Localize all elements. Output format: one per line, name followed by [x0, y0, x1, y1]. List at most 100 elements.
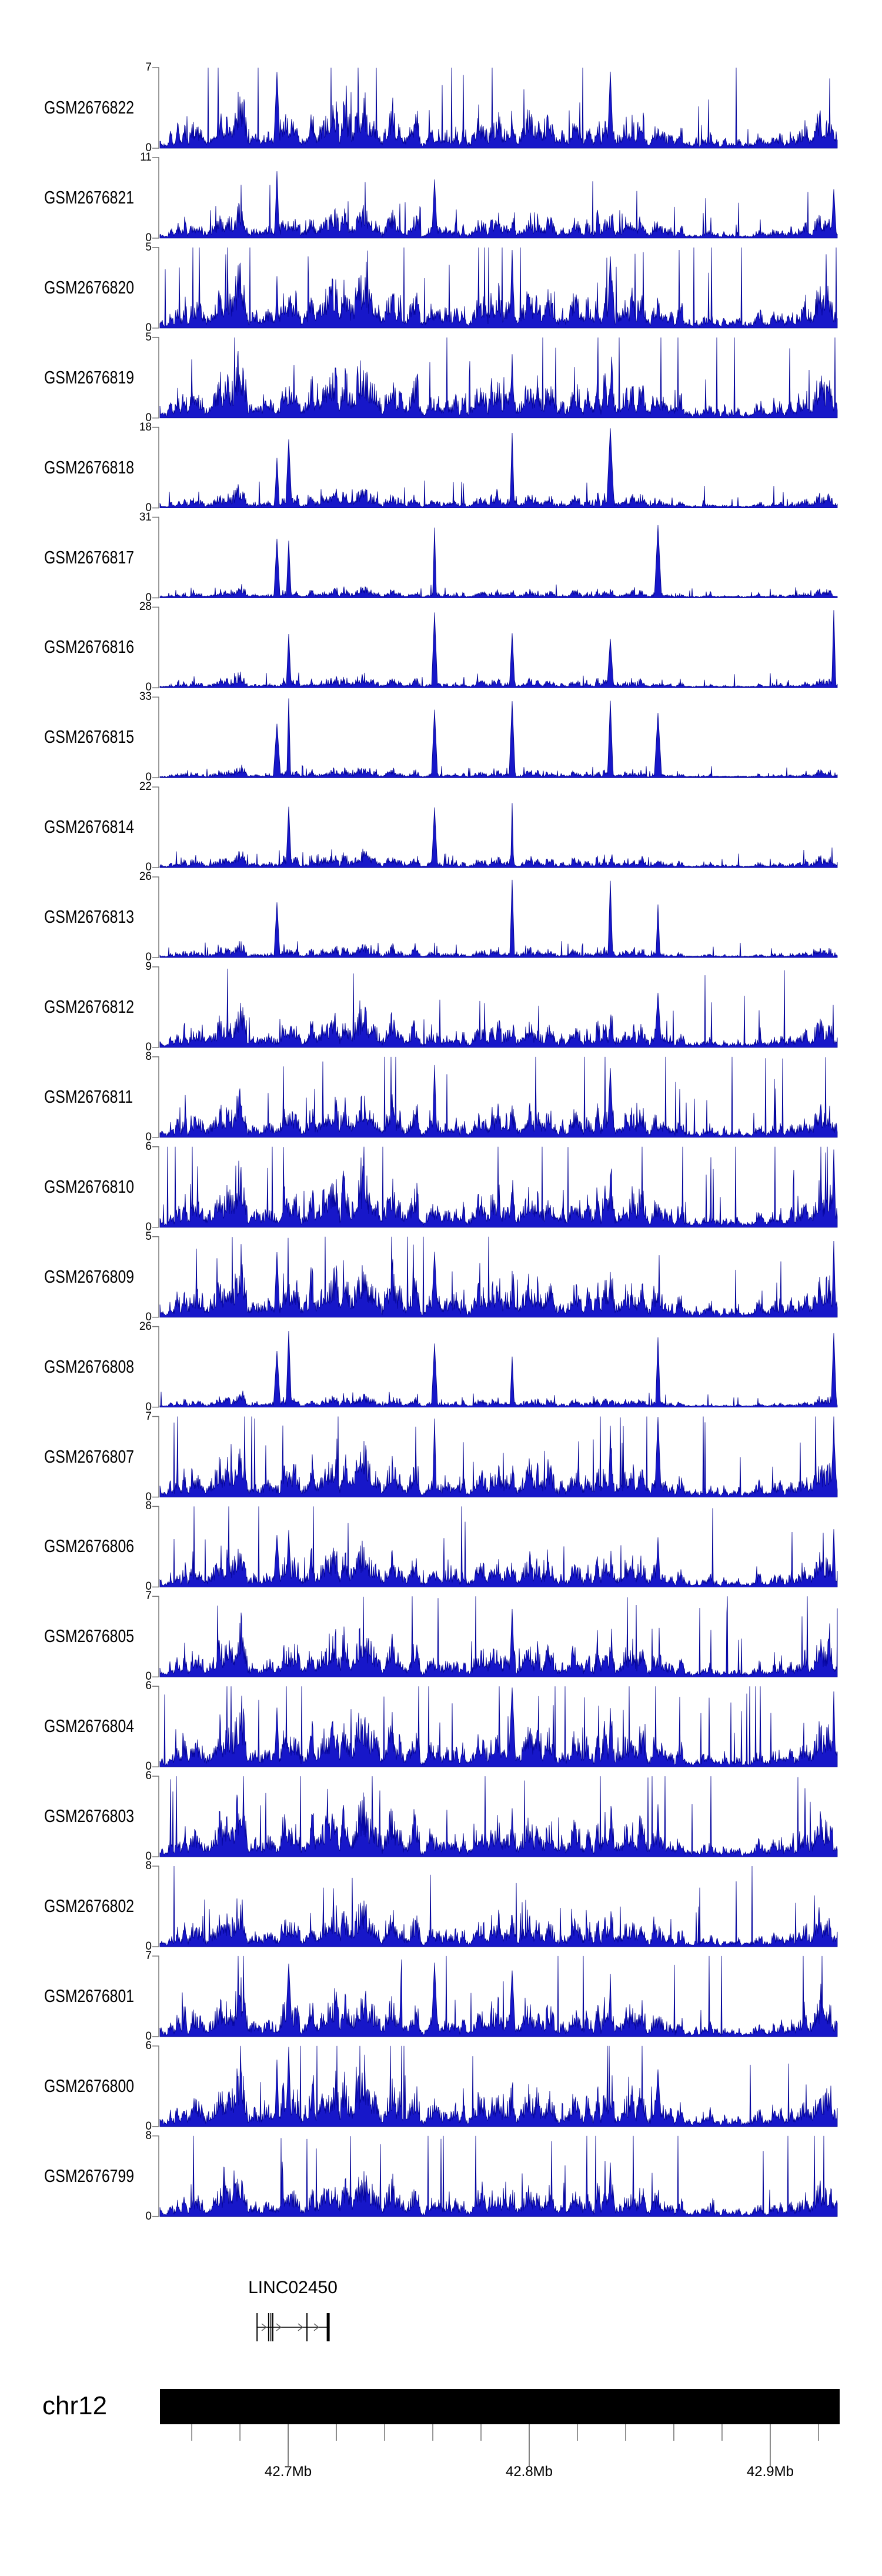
- track-signal-GSM2676811: [159, 1056, 838, 1138]
- track-ymax-label: 28: [139, 600, 152, 613]
- track-yzero-label: 0: [145, 411, 152, 424]
- track-label: GSM2676801: [44, 1985, 135, 2006]
- track-label: GSM2676811: [44, 1086, 133, 1107]
- axis-tick-label: 42.7Mb: [265, 2464, 312, 2480]
- track-ymax-label: 26: [139, 870, 152, 883]
- track-yzero-label: 0: [145, 1850, 152, 1863]
- track-signal-GSM2676799: [159, 2135, 838, 2217]
- track-label: GSM2676818: [44, 456, 135, 478]
- gene-strand-arrow: [298, 2323, 303, 2331]
- track-ymax-label: 7: [145, 1410, 152, 1423]
- track-signal-GSM2676816: [159, 610, 838, 688]
- track-signal-GSM2676801: [159, 1956, 838, 2037]
- track-signal-GSM2676820: [159, 247, 838, 329]
- axis-tick-label: 42.9Mb: [746, 2464, 794, 2480]
- track-label: GSM2676806: [44, 1536, 135, 1557]
- track-ymax-label: 26: [139, 1320, 152, 1333]
- gene-exon: [326, 2313, 330, 2341]
- track-yzero-label: 0: [145, 771, 152, 784]
- track-signal-GSM2676818: [159, 428, 838, 508]
- gene-strand-arrow: [276, 2323, 282, 2331]
- gene-name-label: LINC02450: [248, 2278, 338, 2297]
- track-label: GSM2676804: [44, 1716, 135, 1737]
- track-label: GSM2676814: [44, 816, 135, 837]
- track-signal-GSM2676814: [159, 803, 838, 868]
- track-label: GSM2676805: [44, 1626, 135, 1647]
- track-label: GSM2676809: [44, 1266, 135, 1287]
- track-ymax-label: 22: [139, 780, 152, 793]
- track-ymax-label: 31: [139, 510, 152, 523]
- track-yzero-label: 0: [145, 1130, 152, 1143]
- track-ymax-label: 8: [145, 1860, 152, 1872]
- track-signal-GSM2676805: [159, 1596, 838, 1677]
- track-yzero-label: 0: [145, 1760, 152, 1773]
- track-signal-GSM2676822: [159, 67, 838, 149]
- track-ymax-label: 8: [145, 1500, 152, 1513]
- axis-tick-label: 42.8Mb: [505, 2464, 553, 2480]
- track-signal-GSM2676810: [159, 1146, 838, 1228]
- track-label: GSM2676819: [44, 366, 135, 388]
- track-yzero-label: 0: [145, 321, 152, 334]
- track-label: GSM2676800: [44, 2075, 135, 2096]
- track-yzero-label: 0: [145, 142, 152, 154]
- gene-exon: [256, 2313, 258, 2341]
- track-signal-GSM2676800: [159, 2046, 838, 2127]
- track-yzero-label: 0: [145, 1400, 152, 1413]
- track-yzero-label: 0: [145, 1670, 152, 1683]
- track-signal-GSM2676807: [159, 1416, 838, 1497]
- ideogram-bar: [160, 2389, 840, 2424]
- track-label: GSM2676821: [44, 186, 135, 208]
- track-yzero-label: 0: [145, 1041, 152, 1053]
- track-yzero-label: 0: [145, 681, 152, 694]
- track-label: GSM2676812: [44, 996, 135, 1017]
- track-label: GSM2676815: [44, 726, 135, 748]
- gene-exon: [306, 2313, 308, 2341]
- track-signal-GSM2676806: [159, 1506, 838, 1587]
- gene-exon: [268, 2313, 269, 2341]
- track-ymax-label: 33: [139, 690, 152, 703]
- track-label: GSM2676802: [44, 1896, 135, 1916]
- track-signal-GSM2676812: [159, 969, 838, 1048]
- track-signal-GSM2676803: [159, 1776, 838, 1857]
- track-yzero-label: 0: [145, 1490, 152, 1503]
- track-yzero-label: 0: [145, 1940, 152, 1953]
- track-yzero-label: 0: [145, 1310, 152, 1323]
- track-signal-GSM2676804: [159, 1686, 838, 1767]
- track-label: GSM2676816: [44, 636, 135, 658]
- track-yzero-label: 0: [145, 1220, 152, 1233]
- track-ymax-label: 5: [145, 1230, 152, 1243]
- gene-strand-arrow: [313, 2323, 319, 2331]
- track-label: GSM2676803: [44, 1806, 135, 1827]
- track-ymax-label: 11: [140, 151, 152, 163]
- track-ymax-label: 6: [145, 2039, 152, 2052]
- track-label: GSM2676822: [44, 97, 135, 118]
- track-signal-GSM2676809: [159, 1236, 838, 1318]
- track-ymax-label: 6: [145, 1140, 152, 1153]
- track-ymax-label: 7: [145, 1590, 152, 1603]
- track-ymax-label: 7: [145, 1949, 152, 1962]
- track-ymax-label: 6: [145, 1680, 152, 1693]
- track-yzero-label: 0: [145, 1580, 152, 1593]
- track-yzero-label: 0: [145, 861, 152, 874]
- gene-strand-arrow: [261, 2323, 267, 2331]
- chromosome-label: chr12: [42, 2391, 108, 2420]
- track-ymax-label: 9: [145, 960, 152, 973]
- track-ymax-label: 18: [139, 421, 152, 433]
- track-yzero-label: 0: [145, 2120, 152, 2133]
- track-ymax-label: 8: [145, 1050, 152, 1063]
- track-signal-GSM2676802: [159, 1866, 838, 1947]
- track-label: GSM2676813: [44, 906, 135, 927]
- track-label: GSM2676810: [44, 1176, 135, 1197]
- track-signal-GSM2676821: [159, 171, 838, 239]
- track-signal-GSM2676817: [159, 525, 838, 598]
- track-yzero-label: 0: [145, 2030, 152, 2043]
- track-yzero-label: 0: [145, 951, 152, 964]
- track-ymax-label: 5: [145, 331, 152, 343]
- track-signal-GSM2676815: [159, 698, 838, 778]
- track-signal-GSM2676808: [159, 1330, 838, 1407]
- track-yzero-label: 0: [145, 591, 152, 604]
- track-ymax-label: 7: [145, 61, 152, 74]
- track-signal-GSM2676819: [159, 337, 838, 419]
